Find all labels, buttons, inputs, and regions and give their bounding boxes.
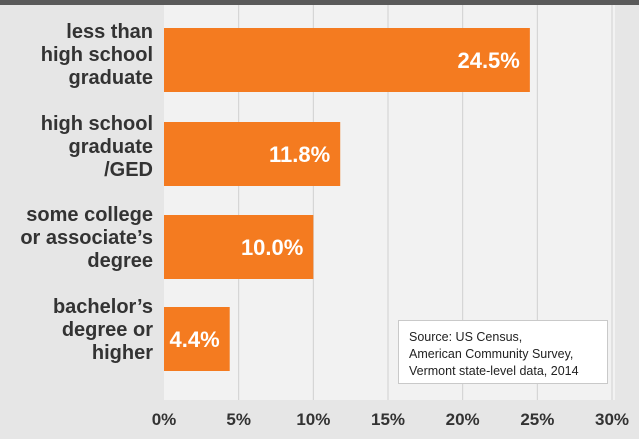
category-label-line: bachelor’s xyxy=(52,296,153,318)
category-label-line: high school xyxy=(40,113,153,135)
category-label-line: some college xyxy=(26,204,153,226)
x-tick-label: 20% xyxy=(446,410,480,429)
x-tick-label: 0% xyxy=(152,410,177,429)
bar-value-label: 24.5% xyxy=(457,48,519,73)
category-label-line: less than xyxy=(66,21,153,43)
category-label-line: graduate xyxy=(68,136,153,158)
bar-value-label: 10.0% xyxy=(241,235,303,260)
category-label-line: or associate’s xyxy=(20,227,153,249)
top-border xyxy=(0,0,639,5)
x-tick-label: 30% xyxy=(595,410,629,429)
category-label-line: degree or xyxy=(61,319,153,341)
bar-value-label: 11.8% xyxy=(269,142,330,167)
x-tick-label: 25% xyxy=(520,410,554,429)
category-label-line: graduate xyxy=(68,67,153,89)
category-label-line: high school xyxy=(40,44,153,66)
category-label: less than high school graduate xyxy=(0,21,153,90)
category-label: bachelor’s degree or higher xyxy=(0,296,153,365)
category-label-line: degree xyxy=(87,250,153,272)
x-tick-label: 10% xyxy=(296,410,330,429)
bar xyxy=(164,307,230,371)
bar xyxy=(164,122,341,186)
bar-value-label: 4.4% xyxy=(170,327,220,352)
category-label: some college or associate’s degree xyxy=(0,204,153,273)
category-label: high school graduate/GED xyxy=(0,113,153,182)
source-note: Source: US Census, American Community Su… xyxy=(398,320,608,384)
source-line: Vermont state-level data, 2014 xyxy=(409,364,579,378)
bar xyxy=(164,28,530,92)
source-line: American Community Survey, xyxy=(409,347,574,361)
category-label-line: higher xyxy=(91,342,153,364)
source-line: Source: US Census, xyxy=(409,330,523,344)
x-tick-label: 15% xyxy=(371,410,405,429)
category-label-line: /GED xyxy=(104,159,153,181)
x-tick-label: 5% xyxy=(226,410,251,429)
bar xyxy=(164,215,314,279)
